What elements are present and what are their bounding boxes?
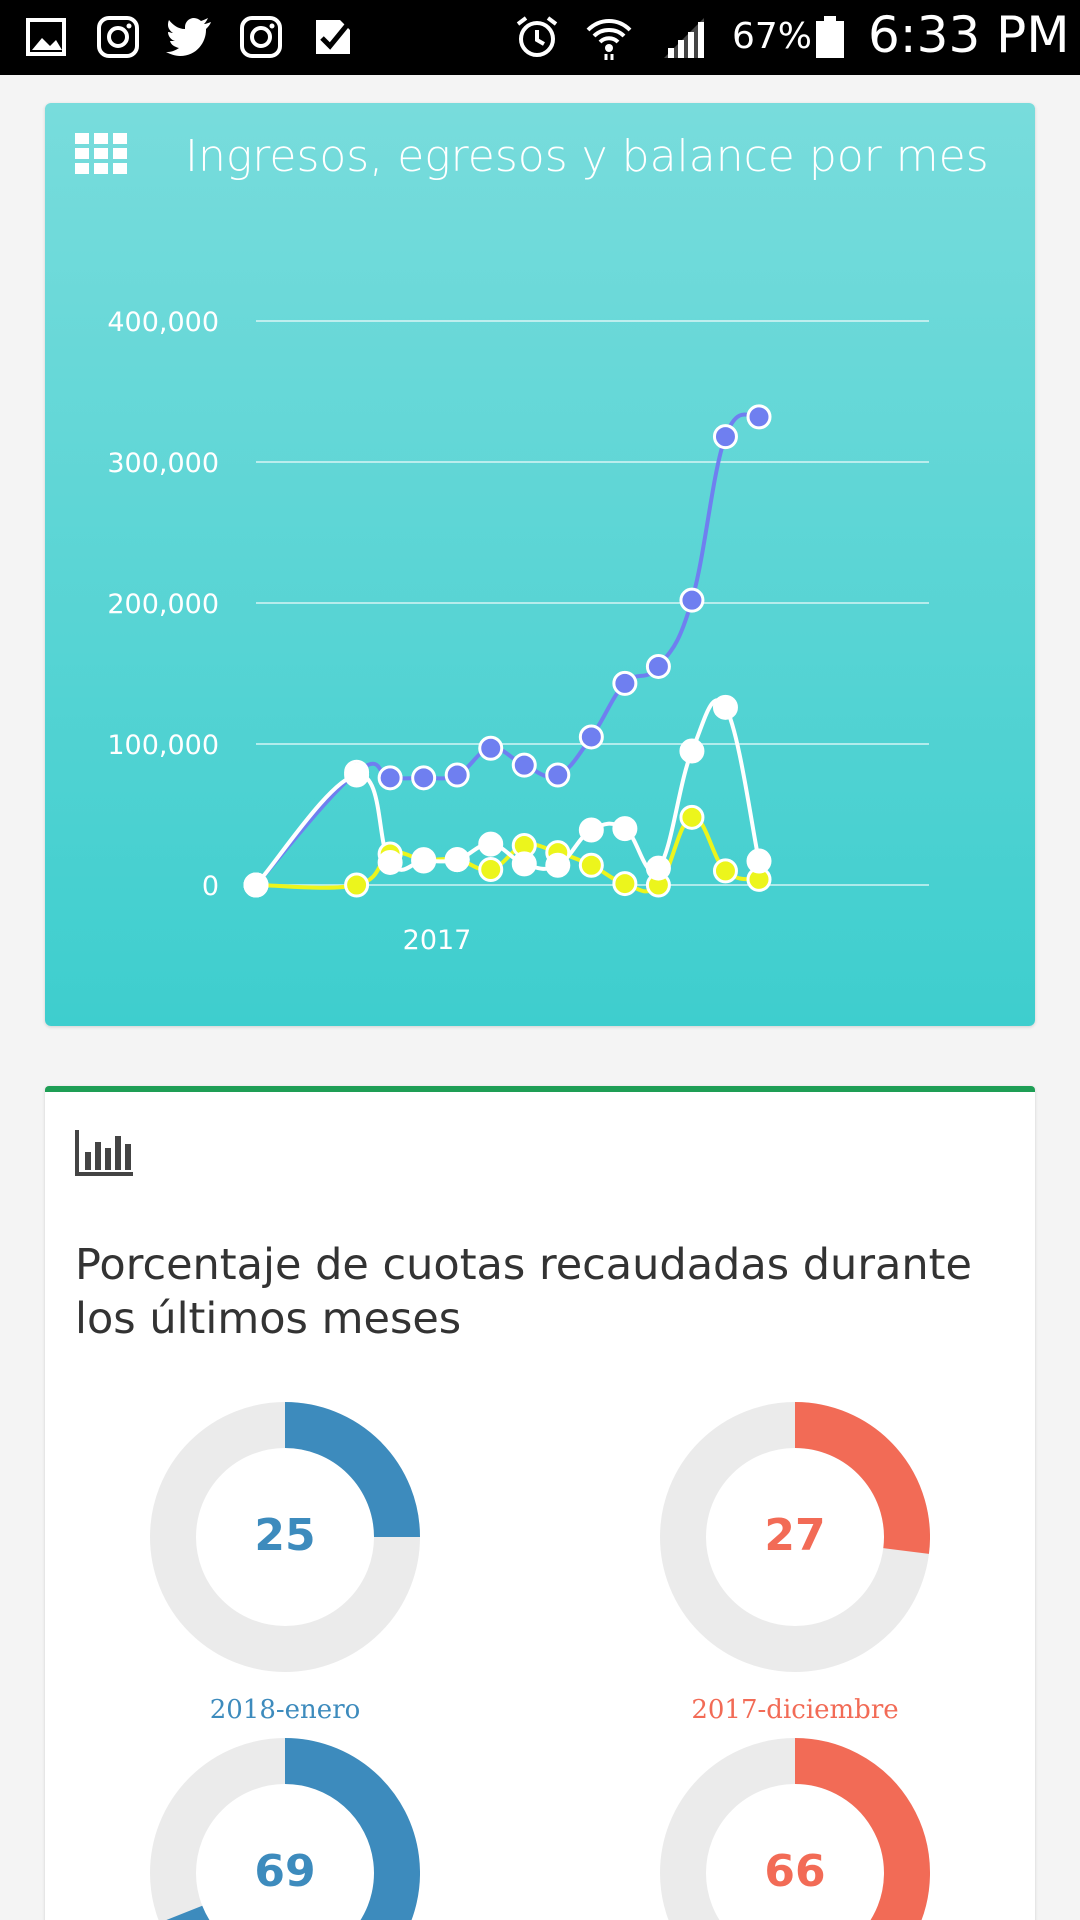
alarm-icon (516, 16, 558, 57)
collection-percentage-card: Porcentaje de cuotas recaudadas durante … (45, 1086, 1035, 1920)
y-tick-label: 100,000 (107, 730, 219, 761)
bar-chart-icon (75, 1130, 133, 1176)
x-tick-label: 2017 (403, 925, 472, 956)
data-point[interactable] (377, 849, 403, 875)
data-point[interactable] (511, 752, 537, 778)
data-point[interactable] (712, 424, 738, 450)
data-point[interactable] (645, 855, 671, 881)
data-point[interactable] (478, 856, 504, 882)
data-point[interactable] (578, 817, 604, 843)
line-chart: 0 100,000 200,000 300,000 400,000 2017 (107, 307, 929, 956)
data-point[interactable] (612, 871, 638, 897)
donut-value: 69 (254, 1846, 316, 1897)
collection-percentage-title: Porcentaje de cuotas recaudadas durante … (75, 1240, 972, 1344)
tasks-icon (316, 20, 350, 54)
wifi-icon (586, 19, 632, 60)
donut-chart-3 (150, 1738, 420, 1920)
donut-month-label: 2018-enero (209, 1695, 361, 1725)
data-point[interactable] (344, 872, 370, 898)
data-point[interactable] (511, 851, 537, 877)
data-point[interactable] (545, 762, 571, 788)
clock-time: 6:33 PM (868, 6, 1070, 64)
data-point[interactable] (444, 847, 470, 873)
battery-icon (816, 16, 844, 58)
y-tick-label: 0 (202, 871, 219, 902)
data-point[interactable] (612, 816, 638, 842)
donut-value: 66 (764, 1846, 826, 1897)
data-point[interactable] (545, 852, 571, 878)
donut-chart-2018-enero (150, 1402, 420, 1672)
y-tick-label: 300,000 (107, 448, 219, 479)
data-point[interactable] (712, 694, 738, 720)
data-point[interactable] (612, 670, 638, 696)
donut-arc (794, 1402, 930, 1554)
status-bar: 67% 6:33 PM (0, 0, 1080, 75)
donut-month-label: 2017-diciembre (691, 1695, 899, 1725)
y-tick-label: 200,000 (107, 589, 219, 620)
donut-value: 25 (254, 1510, 316, 1561)
instagram-icon (240, 16, 282, 58)
data-point[interactable] (377, 765, 403, 791)
donut-chart-4 (660, 1738, 930, 1920)
instagram-icon (97, 16, 139, 58)
data-point[interactable] (478, 831, 504, 857)
data-point[interactable] (712, 858, 738, 884)
twitter-icon (166, 18, 211, 56)
data-point[interactable] (746, 848, 772, 874)
data-point[interactable] (746, 404, 772, 430)
income-expense-chart-card: Ingresos, egresos y balance por mes 0 100… (45, 103, 1035, 1026)
data-point[interactable] (344, 762, 370, 788)
data-point[interactable] (679, 587, 705, 613)
data-point[interactable] (411, 765, 437, 791)
data-point[interactable] (679, 738, 705, 764)
chart-title: Ingresos, egresos y balance por mes (185, 131, 989, 182)
donut-arc (284, 1402, 420, 1538)
data-point[interactable] (645, 653, 671, 679)
donut-arc (166, 1738, 420, 1920)
image-icon (26, 18, 66, 56)
data-point[interactable] (578, 724, 604, 750)
data-point[interactable] (679, 804, 705, 830)
data-point[interactable] (444, 762, 470, 788)
donut-value: 27 (764, 1510, 826, 1561)
grid-icon[interactable] (75, 133, 127, 175)
signal-icon (664, 18, 704, 58)
donut-arc (794, 1738, 930, 1920)
battery-percent: 67% (732, 16, 813, 57)
data-point[interactable] (578, 852, 604, 878)
data-point[interactable] (478, 735, 504, 761)
data-point[interactable] (411, 848, 437, 874)
y-tick-label: 400,000 (107, 307, 219, 338)
data-point[interactable] (243, 872, 269, 898)
donut-chart-2017-diciembre (660, 1402, 930, 1672)
